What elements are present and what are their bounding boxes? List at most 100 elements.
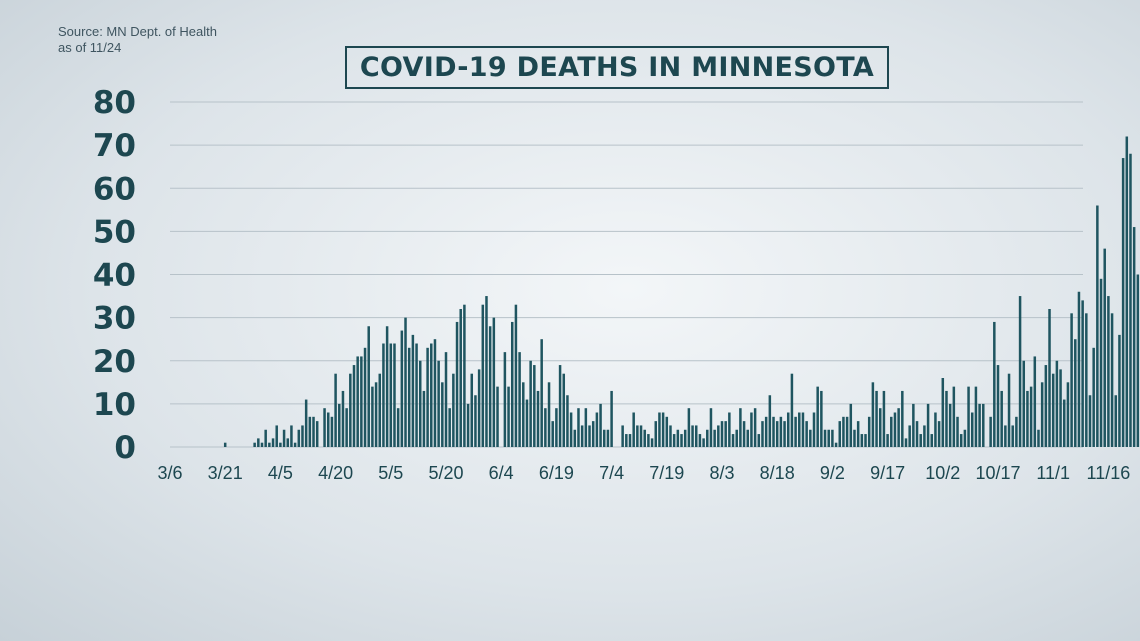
bar — [908, 425, 911, 447]
bar — [290, 425, 293, 447]
bar — [459, 309, 462, 447]
bar — [934, 412, 937, 447]
bar — [297, 429, 301, 447]
bar — [610, 390, 613, 447]
bar — [809, 429, 812, 447]
bar — [897, 408, 900, 447]
bar — [463, 304, 466, 447]
x-tick-label: 6/4 — [489, 463, 514, 483]
bar — [904, 438, 908, 448]
bar — [1132, 227, 1136, 447]
bar — [330, 416, 334, 447]
chart-title-box: COVID-19 DEATHS IN MINNESOTA — [345, 46, 889, 89]
bar — [312, 416, 315, 447]
x-tick-label: 9/2 — [820, 463, 845, 483]
x-tick-label: 7/4 — [599, 463, 624, 483]
y-tick-label: 10 — [93, 387, 136, 423]
bar — [525, 399, 529, 447]
y-tick-label: 50 — [93, 214, 136, 250]
bar — [915, 421, 919, 448]
bar — [1000, 390, 1003, 447]
bar — [573, 429, 577, 447]
bar — [794, 416, 797, 447]
bar — [647, 434, 650, 447]
bar — [1011, 425, 1014, 447]
bar — [1033, 356, 1037, 447]
bar — [341, 390, 345, 447]
x-axis: 3/6 3/21 4/5 4/20 5/5 5/20 6/4 6/19 7/4 7/19 8/3 8/… — [157, 463, 1130, 483]
bar — [709, 408, 713, 447]
bar — [253, 442, 256, 447]
bar — [683, 429, 687, 447]
bar — [996, 365, 1000, 447]
bar — [271, 438, 275, 448]
bar — [901, 390, 904, 447]
bar — [742, 421, 746, 448]
bar — [529, 360, 532, 447]
bar — [882, 390, 886, 447]
bar — [374, 382, 378, 447]
y-tick-label: 70 — [93, 128, 136, 164]
bar — [669, 425, 672, 447]
source-note: Source: MN Dept. of Health as of 11/24 — [58, 24, 217, 56]
bar — [503, 352, 507, 448]
bar — [864, 434, 867, 447]
bar — [831, 429, 834, 447]
bar — [474, 395, 477, 447]
bar — [562, 373, 566, 447]
bar — [584, 408, 588, 447]
bar — [555, 408, 558, 447]
bar — [1055, 360, 1059, 447]
bar — [923, 425, 926, 447]
bar — [599, 403, 602, 448]
bar — [1037, 429, 1040, 447]
bar — [304, 399, 308, 447]
bar — [926, 403, 930, 448]
bar — [1029, 386, 1033, 448]
bar — [959, 434, 963, 447]
bar — [1004, 425, 1007, 447]
bar — [1136, 274, 1140, 447]
bar — [761, 421, 764, 448]
bar — [452, 373, 455, 447]
as-of-line: as of 11/24 — [58, 40, 122, 55]
bar — [790, 373, 794, 447]
bar — [746, 429, 750, 447]
bar — [1026, 390, 1029, 447]
bar — [1074, 339, 1077, 447]
bar — [856, 421, 860, 448]
bar — [650, 438, 654, 448]
chart-title: COVID-19 DEATHS IN MINNESOTA — [359, 52, 875, 83]
bar — [1096, 205, 1099, 447]
bar — [779, 416, 783, 447]
bar — [978, 403, 981, 448]
bar — [595, 412, 599, 447]
bar — [974, 386, 978, 448]
bar — [1107, 296, 1110, 447]
bar — [360, 356, 363, 447]
bar — [1066, 382, 1070, 447]
bar — [1022, 360, 1026, 447]
x-tick-label: 5/5 — [378, 463, 403, 483]
bar — [956, 416, 959, 447]
bar — [786, 412, 790, 447]
bar — [691, 425, 694, 447]
bar — [805, 421, 808, 448]
bar — [739, 408, 742, 447]
bar — [466, 403, 470, 448]
bar — [860, 434, 864, 447]
bar — [625, 434, 628, 447]
bar — [849, 403, 853, 448]
bar — [485, 296, 488, 447]
bar — [577, 408, 580, 447]
bar — [724, 421, 727, 448]
bar — [672, 434, 676, 447]
bar — [1125, 136, 1129, 447]
bar — [1081, 300, 1084, 448]
bar — [510, 321, 514, 447]
bar — [827, 429, 830, 447]
bar — [783, 421, 786, 448]
bar — [665, 416, 669, 447]
bar — [875, 390, 878, 447]
bar — [636, 425, 639, 447]
